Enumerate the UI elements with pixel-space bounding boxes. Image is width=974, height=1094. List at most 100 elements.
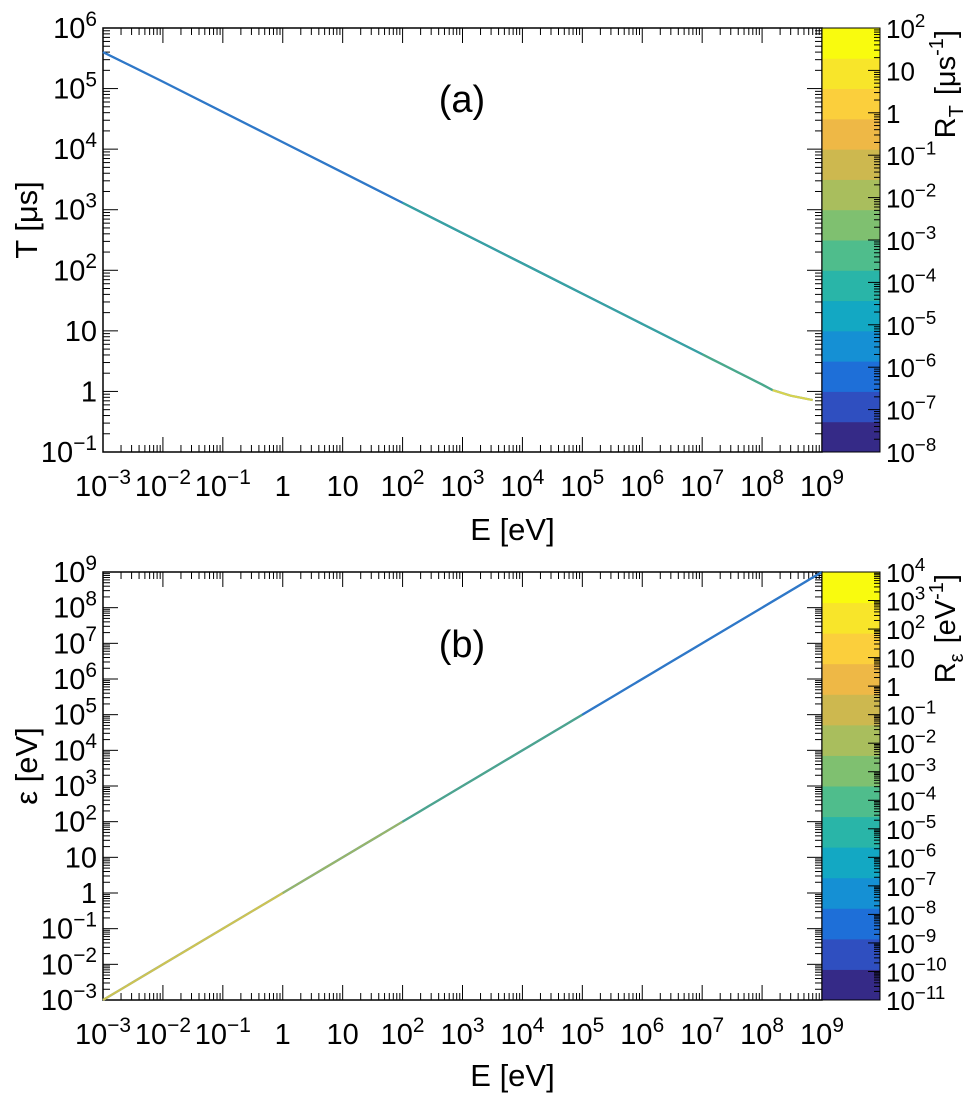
colorbar-band [822, 938, 880, 970]
colorbar-band [822, 663, 880, 695]
x-tick-label: 106 [620, 1014, 664, 1051]
colorbar-tick-label: 1 [886, 99, 900, 129]
y-tick-label: 104 [53, 730, 97, 767]
x-tick-label: 10−2 [135, 466, 191, 503]
x-axis-label: E [eV] [470, 512, 554, 547]
x-tick-label: 10 [327, 471, 359, 503]
y-tick-label: 10 [65, 316, 97, 348]
colorbar-tick-label: 102 [886, 611, 925, 645]
series-color-segment [402, 713, 583, 823]
panel-label: (a) [439, 79, 485, 121]
x-tick-label: 10 [327, 1019, 359, 1051]
colorbar-band [822, 816, 880, 848]
y-tick-label: 105 [53, 68, 97, 105]
colorbar-band [822, 755, 880, 787]
x-tick-label: 1 [275, 1019, 291, 1051]
colorbar-band [822, 270, 880, 302]
colorbar-band [822, 969, 880, 1001]
colorbar-tick-label: 10−2 [886, 180, 936, 214]
colorbar-band [822, 694, 880, 726]
colorbar-band [822, 330, 880, 362]
y-tick-label: 106 [53, 8, 97, 45]
colorbar-band [822, 300, 880, 332]
x-tick-label: 10−3 [75, 1014, 131, 1051]
x-tick-label: 104 [500, 466, 544, 503]
colorbar-tick-label: 10−9 [886, 925, 936, 959]
y-tick-label: 102 [53, 801, 97, 838]
x-tick-label: 102 [381, 466, 425, 503]
x-tick-label: 105 [560, 1014, 604, 1051]
series-color-segment [102, 892, 284, 1001]
colorbar-tick-label: 10−7 [886, 868, 936, 902]
x-tick-label: 1 [275, 471, 291, 503]
colorbar-label: RT[μs-1] [926, 30, 968, 138]
colorbar-tick-label: 10−4 [886, 264, 936, 298]
colorbar-tick-label: 10−6 [886, 839, 936, 873]
colorbar-tick-label: 10−10 [886, 954, 947, 988]
x-tick-label: 103 [441, 466, 485, 503]
colorbar-tick-label: 10−1 [886, 697, 936, 731]
colorbar-tick-label: 10−11 [886, 982, 945, 1016]
y-tick-label: 108 [53, 587, 97, 624]
colorbar-band [822, 28, 880, 59]
colorbar-tick-label: 10 [886, 644, 915, 674]
colorbar-tick-label: 1 [886, 672, 900, 702]
colorbar-tick-label: 10 [886, 56, 915, 86]
panel-label: (b) [439, 624, 485, 666]
colorbar-band [822, 240, 880, 271]
y-tick-label: 10−3 [41, 980, 97, 1017]
x-tick-label: 109 [800, 466, 844, 503]
colorbar-band [822, 149, 880, 180]
colorbar-band [822, 602, 880, 634]
colorbar-label: Rε[eV-1] [926, 574, 968, 683]
colorbar-tick-label: 10−2 [886, 725, 936, 759]
y-tick-label: 107 [53, 623, 97, 660]
y-tick-label: 10 [65, 842, 97, 874]
colorbar-tick-label: 10−3 [886, 754, 936, 788]
colorbar-band [822, 421, 880, 453]
colorbar-tick-label: 10−3 [886, 222, 936, 256]
colorbar-tick-label: 10−5 [886, 811, 936, 845]
y-tick-label: 104 [53, 129, 97, 166]
axis-ticks [102, 28, 822, 453]
colorbar-tick-label: 103 [886, 583, 925, 617]
x-tick-label: 106 [620, 466, 664, 503]
y-tick-label: 1 [81, 376, 97, 408]
colorbar-band [822, 572, 880, 604]
colorbar-band [822, 908, 880, 940]
x-tick-label: 103 [441, 1014, 485, 1051]
panel-a: 10−3 10−2 10−1 1 10 102 103 104 105 106 107 108 109 1… [9, 8, 968, 547]
x-tick-label: 108 [740, 1014, 784, 1051]
x-tick-label: 108 [740, 466, 784, 503]
series-epsilon [102, 571, 823, 1001]
colorbar-tick-label: 10−5 [886, 307, 936, 341]
series-color-segment [282, 820, 404, 894]
colorbar-band [822, 361, 880, 392]
y-axis-label: T [μs] [9, 181, 44, 259]
colorbar-band [822, 179, 880, 211]
series-color-segment [701, 353, 774, 392]
y-tick-label: 10−2 [41, 944, 97, 981]
colorbar-frame [821, 571, 881, 1001]
y-tick-label: 109 [53, 552, 97, 589]
colorbar-band [822, 88, 880, 120]
x-tick-label: 107 [680, 466, 724, 503]
axis-ticks [102, 572, 822, 1001]
colorbar-band [822, 209, 880, 241]
series-color-segment [402, 201, 703, 356]
colorbar-band [822, 633, 880, 665]
y-tick-label: 106 [53, 659, 97, 696]
x-tick-label: 10−1 [195, 1014, 251, 1051]
x-tick-label: 105 [560, 466, 604, 503]
y-tick-label: 103 [53, 766, 97, 803]
x-tick-label: 107 [680, 1014, 724, 1051]
colorbar-band [822, 877, 880, 909]
colorbar-tick-label: 104 [886, 554, 925, 588]
y-tick-label: 105 [53, 694, 97, 731]
colorbar: 102 10 1 10−1 10−2 10−3 10−4 10−5 10−6 10−7 10−8 RT… [821, 10, 968, 468]
x-tick-label: 102 [381, 1014, 425, 1051]
series-T [102, 51, 813, 402]
y-tick-label: 10−1 [41, 432, 97, 469]
panel-b: 10−3 10−2 10−1 1 10 102 103 104 105 106 107 108 1091… [9, 552, 968, 1093]
